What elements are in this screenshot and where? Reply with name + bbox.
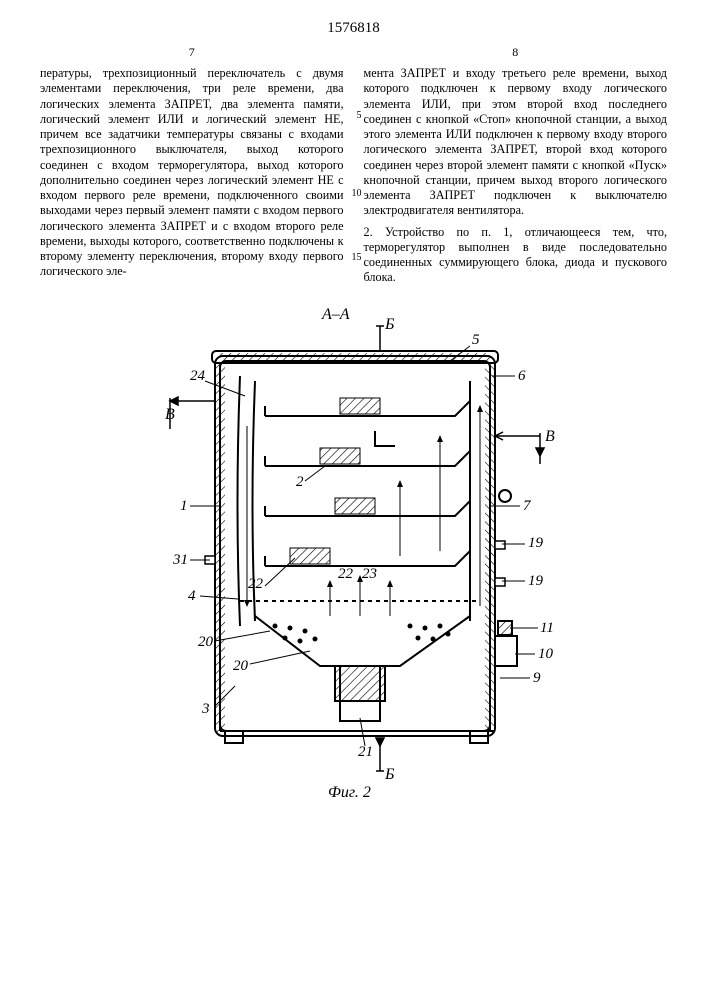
label-22a: 22 xyxy=(248,576,263,593)
arrow-b-bottom: Б xyxy=(385,766,394,784)
label-24: 24 xyxy=(190,368,205,385)
label-20b: 20 xyxy=(233,658,248,675)
right-col-number: 8 xyxy=(364,45,668,60)
left-col-text: пературы, трехпозиционный переключатель … xyxy=(40,66,344,280)
label-20a: 20 xyxy=(198,634,213,651)
label-21: 21 xyxy=(358,744,373,761)
document-number: 1576818 xyxy=(40,20,667,37)
line-marker-5: 5 xyxy=(350,110,362,123)
label-19a: 19 xyxy=(528,535,543,552)
label-2: 2 xyxy=(296,474,304,491)
label-10: 10 xyxy=(538,646,553,663)
figure-caption: Фиг. 2 xyxy=(328,784,371,802)
label-11: 11 xyxy=(540,620,554,637)
label-22b: 22 xyxy=(338,566,353,583)
label-31: 31 xyxy=(173,552,188,569)
label-19b: 19 xyxy=(528,573,543,590)
right-col-text-p2: 2. Устройство по п. 1, отличающееся тем,… xyxy=(364,225,668,286)
right-col-text-p1: мента ЗАПРЕТ и входу третьего реле време… xyxy=(364,66,668,219)
left-col-number: 7 xyxy=(40,45,344,60)
label-4: 4 xyxy=(188,588,196,605)
text-columns: 7 пературы, трехпозиционный переключател… xyxy=(40,45,667,286)
figure-2: А–А xyxy=(40,306,667,826)
line-marker-15: 15 xyxy=(350,252,362,265)
label-1: 1 xyxy=(180,498,188,515)
label-5: 5 xyxy=(472,332,480,349)
right-column: 8 5 10 15 мента ЗАПРЕТ и входу третьего … xyxy=(364,45,668,286)
label-9: 9 xyxy=(533,670,541,687)
figure-svg xyxy=(40,306,667,826)
left-column: 7 пературы, трехпозиционный переключател… xyxy=(40,45,344,286)
label-3: 3 xyxy=(202,701,210,718)
arrow-v-right: В xyxy=(545,428,555,446)
line-marker-10: 10 xyxy=(350,188,362,201)
label-7: 7 xyxy=(523,498,531,515)
label-6: 6 xyxy=(518,368,526,385)
label-23: 23 xyxy=(362,566,377,583)
arrow-b-top: Б xyxy=(385,316,394,334)
arrow-v-left: В xyxy=(165,406,175,424)
